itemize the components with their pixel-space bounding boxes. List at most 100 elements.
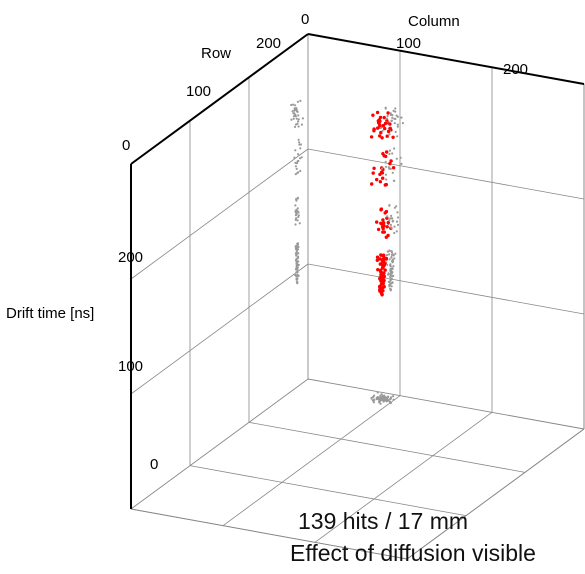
track-point bbox=[386, 111, 390, 115]
projection-point bbox=[388, 133, 391, 136]
projection-point bbox=[388, 253, 391, 256]
grid-line bbox=[130, 263, 309, 395]
track-point bbox=[380, 225, 385, 229]
track-point bbox=[372, 166, 376, 170]
annotation-hits: 139 hits / 17 mm bbox=[298, 508, 469, 534]
track-point bbox=[375, 258, 379, 262]
projection-point bbox=[294, 104, 297, 107]
projection-point bbox=[297, 114, 300, 117]
track-point bbox=[381, 176, 385, 180]
track-point bbox=[381, 152, 385, 156]
projection-point bbox=[390, 272, 393, 275]
projection-point bbox=[294, 214, 298, 217]
track-point bbox=[375, 110, 380, 115]
drift-tick-label: 200 bbox=[118, 249, 143, 266]
track-point bbox=[376, 227, 381, 232]
track-point bbox=[391, 166, 396, 170]
projection-point bbox=[391, 152, 394, 155]
box-edge bbox=[307, 378, 585, 430]
track-point bbox=[388, 122, 392, 126]
projection-point bbox=[291, 110, 294, 113]
projection-point bbox=[296, 264, 299, 267]
track-point bbox=[386, 220, 390, 225]
projection-point bbox=[387, 166, 390, 169]
grid-line bbox=[222, 395, 401, 526]
projection-point bbox=[295, 217, 298, 220]
row-tick-label: 0 bbox=[122, 137, 130, 154]
projection-point bbox=[296, 280, 299, 283]
projection-point bbox=[389, 217, 392, 220]
projection-point bbox=[299, 157, 302, 160]
track-point bbox=[381, 230, 385, 234]
track-point bbox=[378, 134, 382, 138]
projection-point bbox=[400, 116, 403, 119]
projection-point bbox=[381, 129, 384, 132]
projection-point bbox=[372, 395, 375, 399]
projection-point bbox=[385, 254, 389, 257]
projection-point bbox=[372, 401, 375, 404]
projection-point bbox=[298, 141, 301, 144]
projection-point bbox=[295, 254, 298, 257]
projection-point bbox=[379, 126, 382, 129]
track-point bbox=[379, 208, 383, 212]
projection-point bbox=[389, 223, 392, 226]
projection-point bbox=[294, 223, 297, 226]
projection-point bbox=[382, 400, 385, 403]
projection-point bbox=[290, 103, 293, 107]
track-point bbox=[381, 218, 385, 222]
projection-point bbox=[388, 281, 391, 284]
projection-point bbox=[295, 110, 299, 113]
track-point bbox=[379, 273, 383, 277]
track-point bbox=[379, 270, 383, 274]
projection-point bbox=[376, 391, 379, 394]
track-point bbox=[386, 233, 390, 238]
projection-point bbox=[380, 393, 383, 396]
projection-point bbox=[297, 263, 300, 266]
projection-point bbox=[293, 156, 296, 159]
track-point bbox=[375, 255, 380, 259]
track-point bbox=[380, 279, 384, 283]
projection-point bbox=[390, 282, 393, 285]
projection-point bbox=[297, 255, 300, 258]
projection-point bbox=[390, 260, 394, 263]
projection-point bbox=[296, 197, 299, 200]
projection-point bbox=[294, 259, 297, 262]
projection-point bbox=[294, 165, 297, 168]
projection-point bbox=[392, 395, 395, 398]
track-point bbox=[389, 159, 393, 163]
projection-point bbox=[294, 173, 297, 176]
track-point bbox=[372, 127, 376, 131]
projection-point bbox=[384, 106, 387, 109]
column-tick-label: 200 bbox=[503, 61, 528, 78]
projection-point bbox=[299, 169, 302, 173]
projection-point bbox=[388, 284, 392, 287]
projection-point bbox=[301, 117, 304, 120]
projection-point bbox=[391, 116, 394, 119]
projection-point bbox=[295, 117, 298, 120]
projection-point bbox=[295, 167, 298, 170]
track-point bbox=[378, 285, 382, 290]
annotation-diffusion: Effect of diffusion visible bbox=[290, 540, 536, 566]
projection-point bbox=[392, 265, 395, 268]
projection-point bbox=[384, 173, 388, 176]
projection-point bbox=[388, 249, 391, 252]
projection-point bbox=[392, 179, 395, 182]
track-point bbox=[379, 253, 383, 257]
track-point bbox=[380, 136, 384, 140]
grid-line bbox=[130, 148, 309, 280]
track-point bbox=[382, 263, 386, 267]
projection-point bbox=[387, 399, 390, 402]
projection-point bbox=[385, 178, 388, 181]
track-point bbox=[383, 183, 387, 187]
projection-point bbox=[385, 117, 389, 120]
projection-point bbox=[295, 274, 298, 278]
projection-point bbox=[390, 214, 393, 217]
projection-point bbox=[296, 277, 299, 280]
projection-point bbox=[386, 215, 389, 218]
track-point bbox=[388, 126, 392, 130]
projection-point bbox=[300, 156, 303, 159]
data-points bbox=[290, 99, 404, 405]
projection-point bbox=[293, 125, 297, 128]
projection-point bbox=[393, 225, 396, 228]
drift-tick-label: 100 bbox=[118, 358, 143, 375]
